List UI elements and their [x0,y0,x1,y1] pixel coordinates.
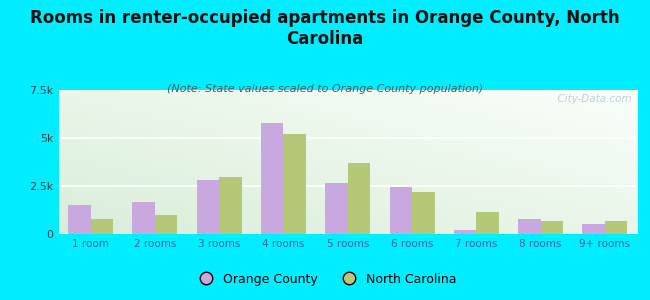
Bar [454,230,476,234]
Bar [261,123,283,234]
Bar [348,163,370,234]
Bar [197,180,219,234]
Bar [325,183,348,234]
Bar [133,202,155,234]
Bar [518,219,541,234]
Text: (Note: State values scaled to Orange County population): (Note: State values scaled to Orange Cou… [167,84,483,94]
Text: Rooms in renter-occupied apartments in Orange County, North
Carolina: Rooms in renter-occupied apartments in O… [30,9,620,48]
Bar [541,220,563,234]
Text: City-Data.com: City-Data.com [551,94,631,104]
Bar [605,220,627,234]
Bar [582,224,605,234]
Bar [68,205,90,234]
Bar [283,134,306,234]
Bar [90,219,113,234]
Bar [389,187,412,234]
Bar [155,215,177,234]
Bar [476,212,499,234]
Bar [412,192,434,234]
Legend: Orange County, North Carolina: Orange County, North Carolina [188,268,462,291]
Bar [219,177,242,234]
